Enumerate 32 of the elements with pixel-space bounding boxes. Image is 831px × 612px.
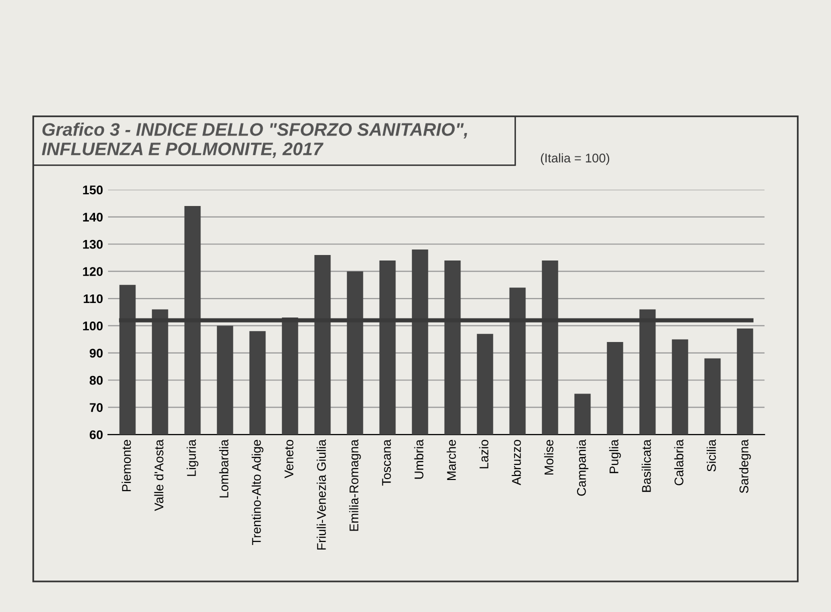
x-tick-label: Calabria — [674, 439, 684, 486]
y-tick-label: 80 — [90, 376, 103, 385]
x-tick-label: Friuli-Venezia Giulia — [316, 439, 326, 550]
y-tick-label: 90 — [90, 348, 103, 358]
x-tick-label: Piemonte — [122, 440, 131, 492]
x-tick-label: Marche — [446, 440, 456, 480]
x-tick-label: Sicilia — [706, 439, 716, 472]
x-tick-label: Campania — [576, 439, 588, 496]
y-tick-label: 120 — [83, 267, 103, 276]
x-tick-label: Sardegna — [739, 439, 751, 494]
x-tick-label: Molise — [544, 440, 554, 474]
x-tick-label: Veneto — [284, 440, 294, 478]
x-tick-label: Umbria — [414, 439, 424, 479]
y-tick-label: 100 — [83, 322, 103, 330]
x-tick-label: Lombardia — [219, 439, 228, 498]
x-tick-label: Abruzzo — [512, 440, 521, 486]
chart-subtitle: (Italia = 100) — [540, 153, 610, 165]
x-tick-label: Basilicata — [642, 439, 651, 492]
chart-title: Grafico 3 - INDICE DELLO "SFORZO SANITARIO", INFLUENZA E POLMONITE, 2017 — [42, 122, 468, 158]
x-tick-label: Toscana — [382, 439, 391, 486]
x-tick-label: Liguria — [186, 439, 198, 476]
x-tick-label: Lazio — [479, 440, 488, 468]
x-tick-label: Valle d'Aosta — [154, 439, 164, 511]
y-tick-label: 140 — [83, 212, 103, 222]
x-tick-label: Puglia — [609, 439, 621, 474]
x-tick-label: Trentino-Alto Adige — [252, 440, 264, 545]
y-tick-label: 110 — [84, 294, 103, 304]
x-tick-label: Emilia-Romagna — [349, 439, 361, 531]
y-tick-label: 150 — [83, 186, 103, 194]
y-tick-label: 130 — [83, 240, 103, 249]
y-tick-label: 70 — [90, 403, 103, 412]
y-tick-label: 60 — [90, 430, 103, 440]
